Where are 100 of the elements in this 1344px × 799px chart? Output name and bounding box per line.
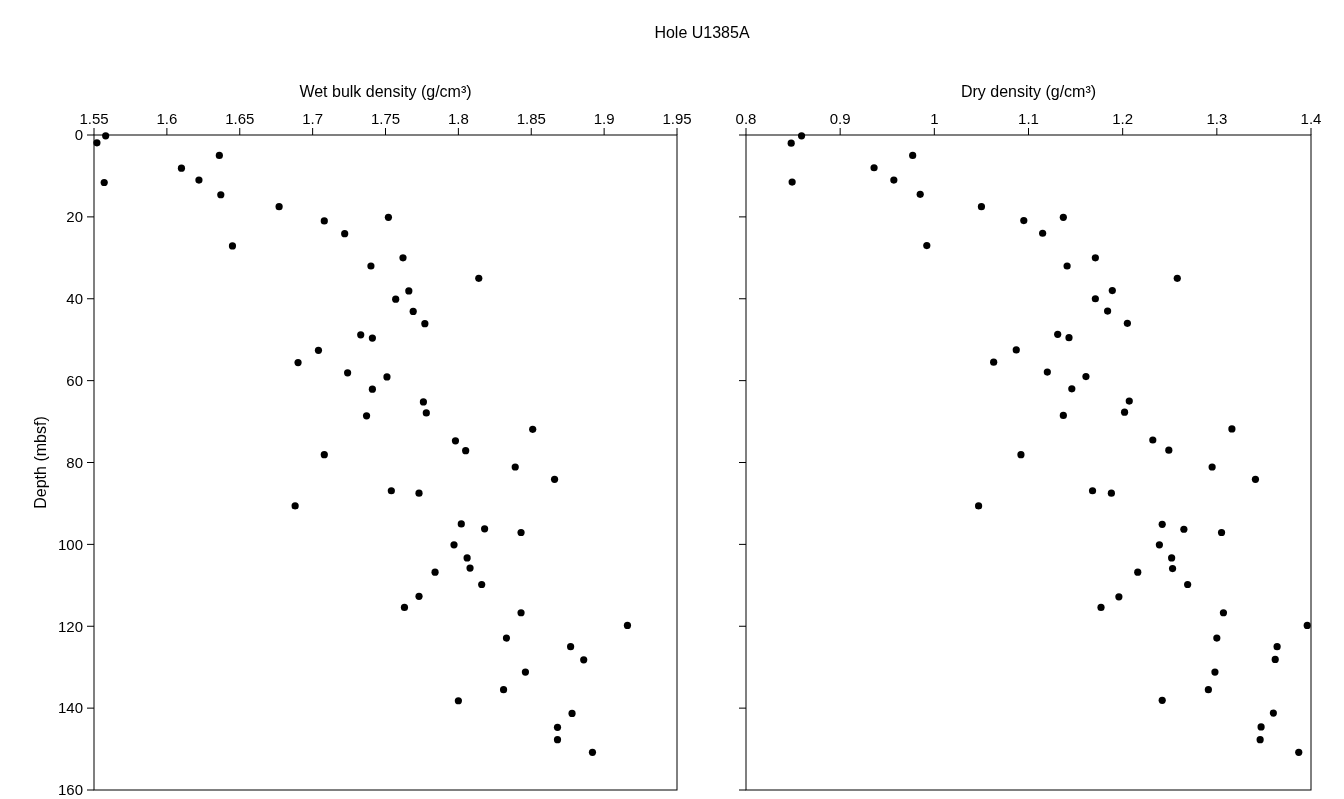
x-tick-label: 1.75	[370, 110, 401, 127]
point	[1091, 295, 1099, 303]
point	[1063, 262, 1071, 270]
x-tick-label: 1.7	[302, 110, 324, 127]
point	[787, 139, 795, 147]
point	[517, 528, 525, 537]
point	[102, 132, 110, 140]
point	[1097, 603, 1105, 612]
point	[974, 502, 983, 510]
point	[341, 230, 349, 238]
point	[409, 307, 417, 316]
point	[1123, 319, 1131, 327]
point	[1108, 286, 1116, 295]
y-axis-title: Depth (mbsf)	[32, 416, 49, 509]
y-tick-label: 60	[66, 371, 83, 389]
point	[451, 437, 460, 445]
point	[387, 487, 395, 495]
point	[320, 217, 328, 225]
point	[1039, 229, 1047, 237]
point	[1217, 528, 1226, 537]
point	[1012, 346, 1020, 354]
point	[195, 176, 203, 184]
point	[1017, 451, 1025, 459]
point	[511, 463, 519, 471]
point	[177, 164, 186, 172]
x-tick-label: 1.9	[593, 110, 615, 127]
point	[568, 709, 576, 718]
point	[1251, 475, 1260, 483]
point	[529, 425, 537, 433]
point	[1168, 564, 1177, 573]
point	[314, 346, 323, 354]
point	[384, 213, 393, 221]
x-tick-label: 1.2	[1112, 110, 1134, 127]
point	[1228, 425, 1236, 433]
point	[475, 274, 483, 282]
point	[1273, 643, 1281, 651]
point	[1158, 696, 1166, 704]
x-tick-label: 1.95	[662, 110, 692, 127]
y-tick-label: 140	[57, 699, 83, 717]
point	[1107, 489, 1115, 497]
point	[788, 178, 796, 186]
chart-title: Hole U1385A	[654, 24, 750, 41]
y-tick-label: 20	[66, 208, 83, 226]
point	[368, 385, 376, 393]
point	[990, 358, 998, 366]
point	[367, 262, 375, 270]
point	[1104, 307, 1112, 315]
y-tick-label: 160	[57, 781, 83, 799]
x-tick-label: 1.3	[1206, 110, 1228, 127]
point	[1043, 368, 1051, 376]
point	[977, 203, 986, 211]
point	[567, 643, 575, 651]
point	[517, 609, 525, 617]
x-tick-label: 1	[930, 110, 939, 127]
point	[1213, 634, 1221, 642]
point	[1091, 254, 1099, 262]
point	[1115, 593, 1123, 601]
point	[362, 412, 371, 420]
point	[431, 568, 439, 576]
point	[368, 334, 376, 342]
point	[466, 564, 474, 572]
point	[1134, 568, 1142, 576]
x-tick-label: 1.4	[1300, 110, 1322, 127]
point	[217, 191, 225, 199]
point	[1059, 411, 1067, 420]
point	[1271, 655, 1279, 664]
point	[1208, 463, 1216, 471]
point	[228, 242, 237, 250]
point	[294, 359, 302, 367]
x-tick-label: 0.8	[735, 110, 757, 127]
x-tick-label: 0.9	[829, 110, 851, 127]
point	[1295, 748, 1303, 756]
point	[521, 668, 530, 676]
point	[550, 475, 559, 483]
point	[1059, 213, 1067, 221]
point	[1256, 736, 1264, 744]
point	[1065, 334, 1073, 342]
point	[1155, 541, 1163, 549]
point	[1068, 385, 1076, 393]
point	[580, 656, 588, 664]
point	[1125, 397, 1133, 405]
x-tick-label: 1.85	[516, 110, 546, 127]
point	[1269, 709, 1277, 717]
x-axis-title: Wet bulk density (g/cm³)	[299, 83, 472, 100]
x-tick-label: 1.55	[79, 110, 109, 127]
point	[383, 373, 391, 381]
y-tick-label: 80	[66, 453, 83, 471]
point	[1082, 372, 1090, 381]
point	[454, 697, 462, 705]
point	[392, 295, 400, 303]
point	[357, 331, 365, 339]
point	[923, 241, 931, 250]
point	[215, 151, 223, 160]
point	[870, 164, 878, 172]
point	[344, 369, 352, 377]
point	[100, 178, 108, 187]
point	[419, 398, 427, 406]
point	[478, 580, 486, 589]
point	[499, 686, 508, 694]
point	[415, 592, 423, 600]
